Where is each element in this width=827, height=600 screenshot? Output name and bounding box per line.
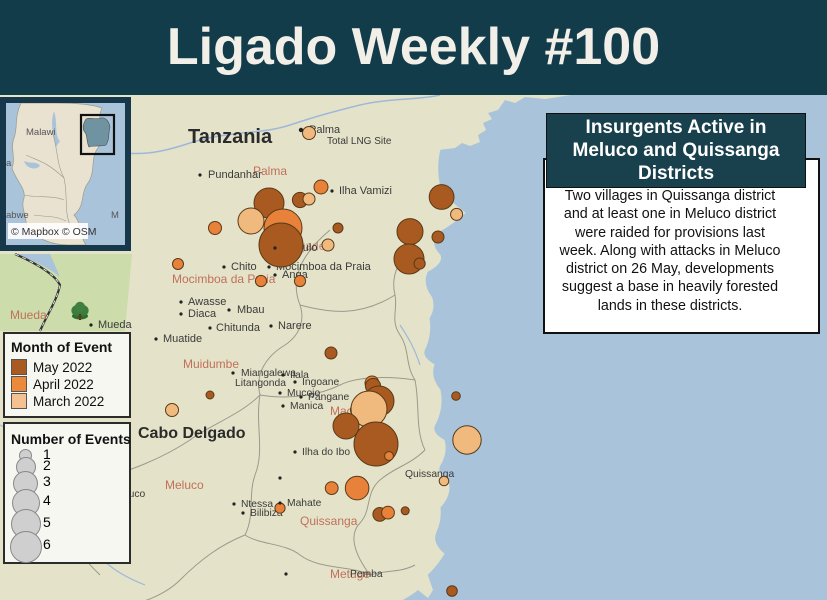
- svg-text:Narere: Narere: [278, 320, 312, 332]
- svg-text:Malawi: Malawi: [26, 127, 56, 138]
- svg-text:Chito: Chito: [231, 261, 257, 273]
- svg-text:Mbau: Mbau: [237, 304, 265, 316]
- svg-text:Mueda: Mueda: [10, 308, 47, 322]
- svg-text:Awasse: Awasse: [188, 296, 226, 308]
- svg-text:Ilha Vamizi: Ilha Vamizi: [339, 185, 392, 197]
- svg-text:Ilha do Ibo: Ilha do Ibo: [302, 447, 350, 458]
- svg-text:© Mapbox © OSM: © Mapbox © OSM: [11, 226, 97, 238]
- svg-text:Litangonda: Litangonda: [235, 378, 286, 389]
- svg-text:a: a: [6, 158, 12, 169]
- svg-text:abwe: abwe: [6, 210, 29, 221]
- svg-text:Tanzania: Tanzania: [188, 126, 273, 148]
- svg-text:Pundanhar: Pundanhar: [208, 169, 262, 181]
- svg-text:Muatide: Muatide: [163, 333, 202, 345]
- svg-text:Cabo Delgado: Cabo Delgado: [138, 425, 246, 442]
- svg-text:Total LNG Site: Total LNG Site: [327, 136, 392, 147]
- svg-text:M: M: [111, 210, 119, 221]
- svg-text:Mahate: Mahate: [287, 498, 322, 509]
- svg-text:Muidumbe: Muidumbe: [183, 357, 239, 371]
- svg-text:Quissanga: Quissanga: [300, 514, 358, 528]
- svg-text:Pemba: Pemba: [350, 569, 383, 580]
- svg-text:Mueda: Mueda: [98, 319, 133, 331]
- svg-text:Diaca: Diaca: [188, 308, 217, 320]
- svg-text:Chitunda: Chitunda: [216, 322, 261, 334]
- svg-text:Manica: Manica: [290, 401, 323, 412]
- svg-text:Ingoane: Ingoane: [302, 377, 339, 388]
- svg-text:Meluco: Meluco: [165, 478, 204, 492]
